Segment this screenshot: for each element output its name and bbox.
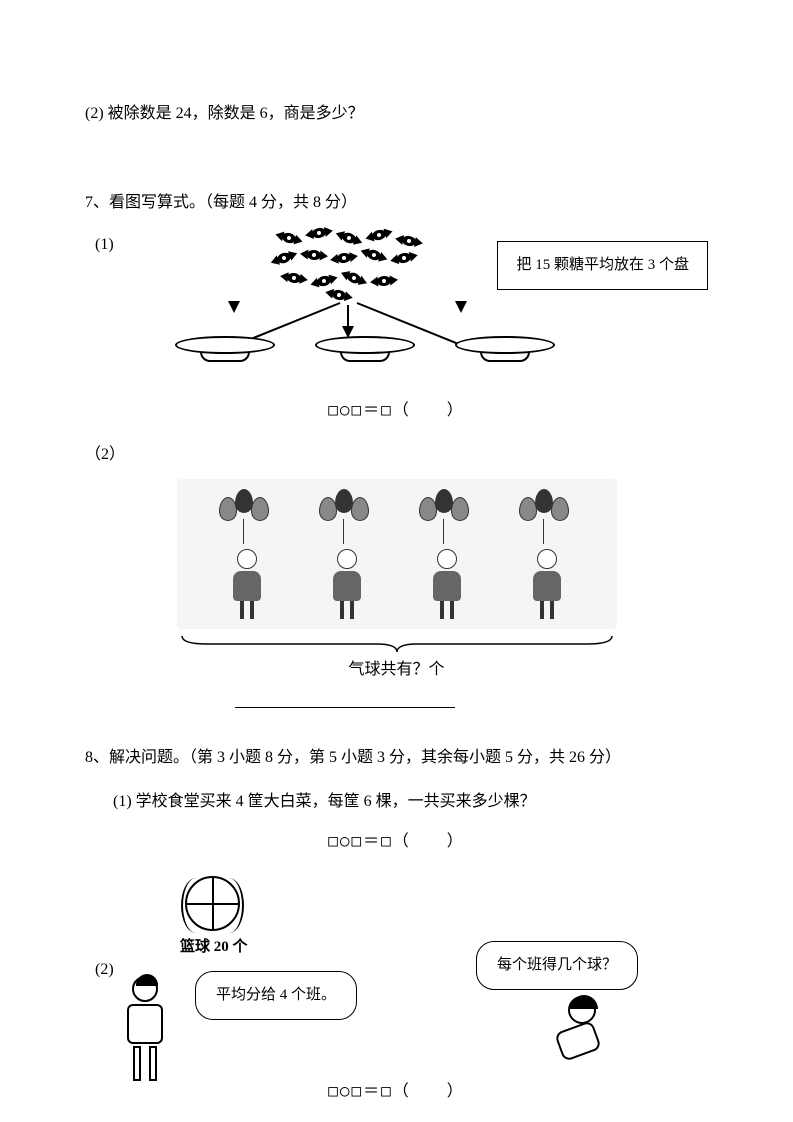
arrow-icon [455, 301, 467, 313]
speech-bubble-1: 平均分给 4 个班。 [195, 971, 357, 1020]
kid-right-icon [558, 996, 638, 1076]
q8-header: 8、解决问题。（第 3 小题 8 分，第 5 小题 3 分，其余每小题 5 分，… [85, 744, 708, 773]
basketball-icon [185, 876, 240, 931]
q7-sub1-num: (1) [95, 231, 114, 260]
basketball-label: 篮球 20 个 [180, 934, 248, 961]
q7-figure1: (1) 把 15 颗糖平 [85, 226, 708, 426]
plate-icon [175, 336, 275, 366]
q8-sub1-num: (1) [113, 793, 132, 810]
q6-sub2-num: (2) [85, 105, 104, 122]
q7-eq1[interactable]: □○□＝□（ ） [85, 396, 708, 426]
q6-sub2-text: 被除数是 24，除数是 6，商是多少？ [108, 105, 364, 122]
q6-sub2: (2) 被除数是 24，除数是 6，商是多少？ [85, 100, 708, 129]
arrow-icon [228, 301, 240, 313]
q8-eq1[interactable]: □○□＝□（ ） [85, 827, 708, 857]
q8-sub1-text: 学校食堂买来 4 筐大白菜，每筐 6 棵，一共买来多少棵？ [136, 793, 536, 810]
q8: 8、解决问题。（第 3 小题 8 分，第 5 小题 3 分，其余每小题 5 分，… [85, 744, 708, 1106]
q8-sub1: (1) 学校食堂买来 4 筐大白菜，每筐 6 棵，一共买来多少棵？ □○□＝□（… [85, 788, 708, 857]
brace-icon: 气球共有？个 [177, 634, 617, 685]
kid-balloon-icon [312, 489, 382, 619]
plates-row [175, 336, 555, 366]
plate-icon [455, 336, 555, 366]
q7-sub2-num: （2） [85, 441, 708, 470]
balloon-kids-row [177, 479, 617, 629]
q7-figure2: 气球共有？个 [85, 479, 708, 719]
kid-balloon-icon [412, 489, 482, 619]
q8-eq2[interactable]: □○□＝□（ ） [85, 1077, 708, 1107]
q7-info-box: 把 15 颗糖平均放在 3 个盘 [497, 241, 708, 290]
candy-cluster-icon [265, 226, 435, 306]
speech-bubble-2: 每个班得几个球？ [476, 941, 638, 990]
q8-figure2: 篮球 20 个 (2) 平均分给 4 个班。 每个班得几个球？ □○□＝□（ ） [85, 876, 708, 1106]
answer-line[interactable] [235, 690, 455, 708]
q8-sub2-num: (2) [95, 956, 114, 985]
kid-left-icon [115, 976, 175, 1086]
q7: 7、看图写算式。（每题 4 分，共 8 分） (1) [85, 189, 708, 719]
kid-balloon-icon [512, 489, 582, 619]
q7-header: 7、看图写算式。（每题 4 分，共 8 分） [85, 189, 708, 218]
brace-label: 气球共有？个 [177, 656, 617, 685]
plate-icon [315, 336, 415, 366]
kid-balloon-icon [212, 489, 282, 619]
